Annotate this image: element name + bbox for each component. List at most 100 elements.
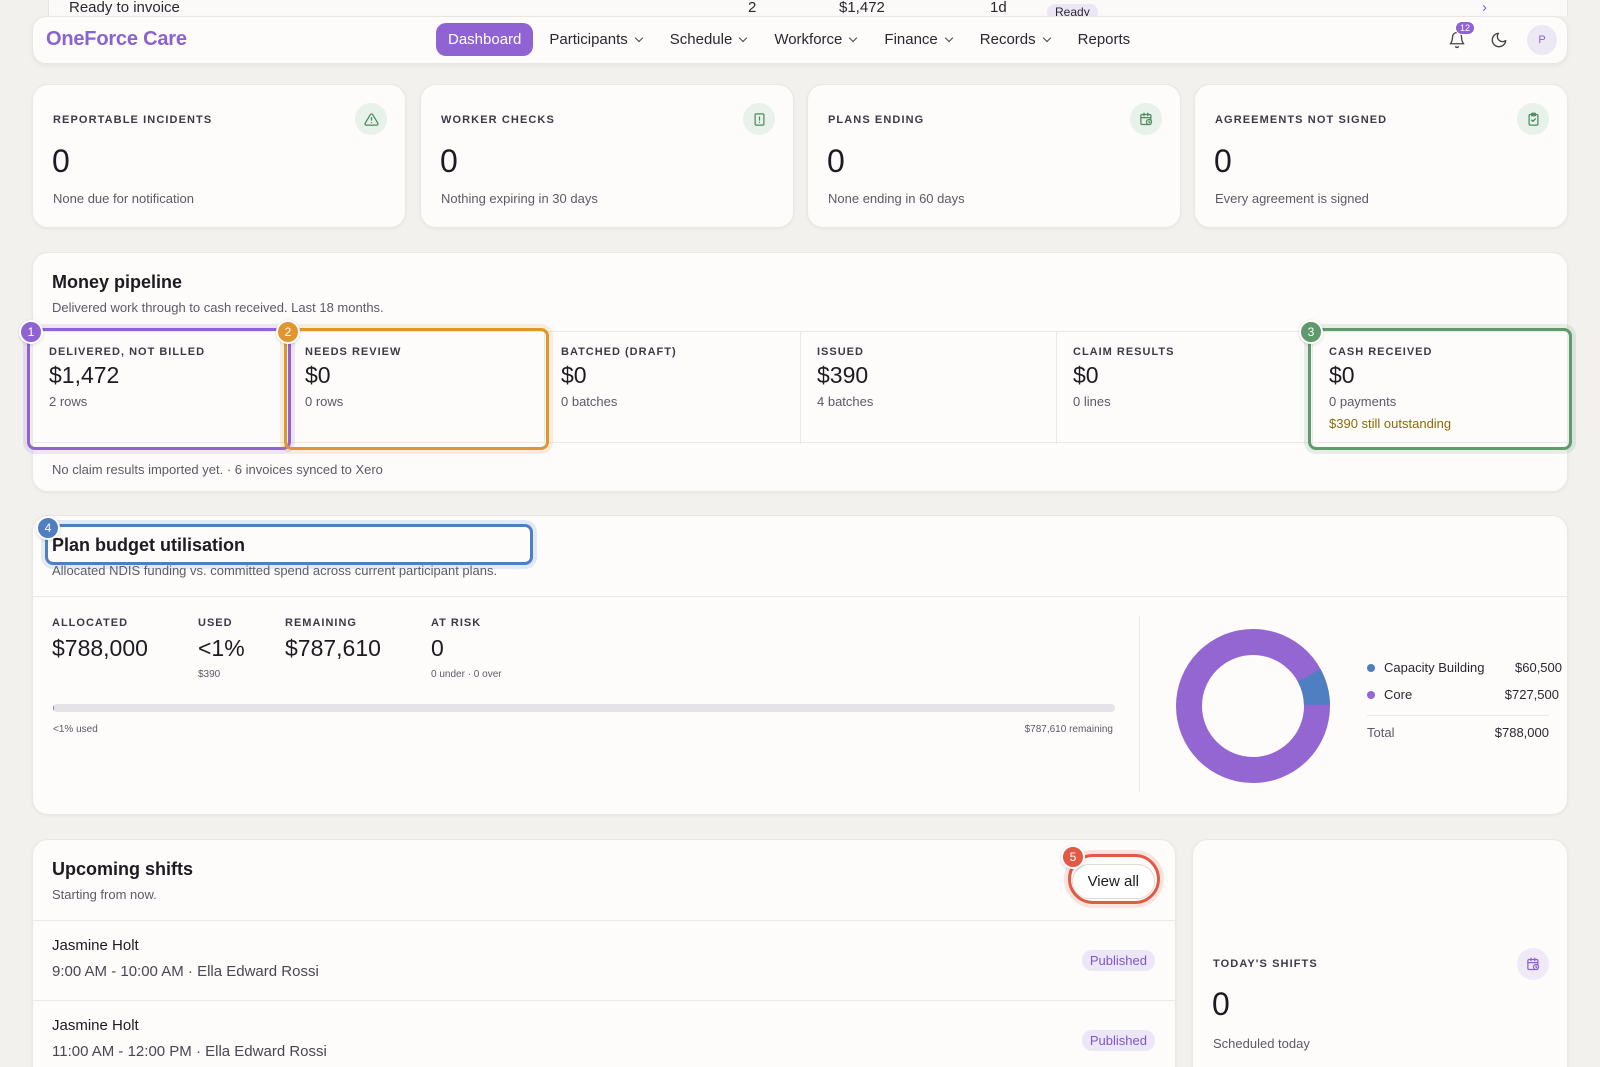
shift-row[interactable]: Jasmine Holt 11:00 AM - 12:00 PM · Ella … bbox=[33, 1000, 1175, 1067]
moon-icon bbox=[1491, 32, 1507, 48]
stat-card-reportable-incidents[interactable]: REPORTABLE INCIDENTS 0 None due for noti… bbox=[32, 84, 406, 228]
stat-subtitle: None ending in 60 days bbox=[828, 191, 965, 206]
nav-actions: 12 P bbox=[1443, 21, 1557, 55]
pipeline-stage-delivered[interactable]: DELIVERED, NOT BILLED $1,472 2 rows bbox=[33, 332, 289, 444]
pipeline-stage-needs-review[interactable]: NEEDS REVIEW $0 0 rows bbox=[289, 332, 545, 444]
budget-progress-fill bbox=[53, 704, 54, 712]
stage-value: $0 bbox=[305, 362, 331, 388]
behind-status-badge: Ready bbox=[1047, 4, 1098, 16]
notifications-button[interactable]: 12 bbox=[1443, 21, 1475, 54]
progress-left-label: <1% used bbox=[53, 724, 98, 735]
legend-value: $727,500 bbox=[1504, 687, 1559, 702]
stage-label: BATCHED (DRAFT) bbox=[561, 346, 677, 358]
stat-label: WORKER CHECKS bbox=[441, 114, 555, 126]
section-title: Upcoming shifts bbox=[52, 859, 194, 879]
shift-row[interactable]: Jasmine Holt 9:00 AM - 10:00 AM · Ella E… bbox=[33, 920, 1175, 1000]
shift-time: 9:00 AM - 10:00 AM · Ella Edward Rossi bbox=[52, 963, 319, 980]
stat-value: 0 bbox=[1214, 143, 1232, 179]
nav-workforce[interactable]: Workforce bbox=[762, 23, 868, 56]
legend-total-value: $788,000 bbox=[1494, 725, 1549, 740]
pipeline-stage-issued[interactable]: ISSUED $390 4 batches bbox=[801, 332, 1057, 444]
section-subtitle: Delivered work through to cash received.… bbox=[52, 300, 384, 315]
calendar-clock-icon bbox=[1130, 103, 1162, 135]
stat-subtitle: Nothing expiring in 30 days bbox=[441, 191, 598, 206]
stage-value: $0 bbox=[561, 362, 587, 388]
chevron-down-icon bbox=[944, 33, 954, 42]
section-title: Plan budget utilisation bbox=[52, 535, 245, 555]
nav-workforce-label: Workforce bbox=[774, 31, 843, 48]
remaining-value: $787,610 bbox=[285, 635, 381, 661]
nav-participants[interactable]: Participants bbox=[537, 23, 653, 56]
pipeline-stage-batched[interactable]: BATCHED (DRAFT) $0 0 batches bbox=[545, 332, 801, 444]
nav-schedule[interactable]: Schedule bbox=[658, 23, 759, 56]
nav-finance[interactable]: Finance bbox=[872, 23, 963, 56]
donut-core-segment bbox=[1176, 629, 1330, 783]
step-badge: 5 bbox=[1061, 845, 1085, 869]
nav-schedule-label: Schedule bbox=[669, 31, 733, 48]
nav-reports[interactable]: Reports bbox=[1066, 23, 1143, 56]
chevron-down-icon bbox=[634, 33, 644, 42]
alert-triangle-icon bbox=[355, 103, 387, 135]
section-title: Money pipeline bbox=[52, 272, 183, 292]
clipboard-check-icon bbox=[1517, 103, 1549, 135]
stage-subtitle: 0 payments bbox=[1329, 394, 1397, 409]
status-badge: Published bbox=[1081, 1030, 1155, 1051]
pipeline-footer: No claim results imported yet. · 6 invoi… bbox=[52, 462, 383, 477]
stage-label: CLAIM RESULTS bbox=[1073, 346, 1175, 358]
behind-age: 1d bbox=[990, 0, 1007, 16]
outstanding-warning: $390 still outstanding bbox=[1329, 416, 1452, 431]
theme-toggle-button[interactable] bbox=[1485, 26, 1513, 54]
stage-value: $0 bbox=[1073, 362, 1099, 388]
stat-card-worker-checks[interactable]: WORKER CHECKS 0 Nothing expiring in 30 d… bbox=[420, 84, 794, 228]
nav-dashboard[interactable]: Dashboard bbox=[436, 23, 534, 56]
behind-count: 2 bbox=[748, 0, 757, 16]
today-shifts-card[interactable]: TODAY'S SHIFTS 0 Scheduled today bbox=[1192, 839, 1568, 1067]
plan-budget-card: Plan budget utilisation Allocated NDIS f… bbox=[32, 515, 1568, 815]
nav-dashboard-label: Dashboard bbox=[448, 31, 522, 48]
main-nav: Dashboard Participants Schedule Workforc… bbox=[436, 23, 1146, 56]
section-subtitle: Starting from now. bbox=[52, 887, 157, 902]
used-label: USED bbox=[198, 617, 233, 629]
stat-subtitle: None due for notification bbox=[53, 191, 194, 206]
stage-subtitle: 0 rows bbox=[305, 394, 344, 409]
divider bbox=[33, 596, 1567, 597]
behind-label: Ready to invoice bbox=[69, 0, 180, 16]
stat-card-agreements-not-signed[interactable]: AGREEMENTS NOT SIGNED 0 Every agreement … bbox=[1194, 84, 1568, 228]
nav-records[interactable]: Records bbox=[968, 23, 1062, 56]
used-amount: $390 bbox=[198, 669, 221, 680]
behind-chevron-icon[interactable]: › bbox=[1482, 0, 1487, 16]
pipeline-stages: DELIVERED, NOT BILLED $1,472 2 rows NEED… bbox=[33, 331, 1569, 444]
pipeline-stage-cash-received[interactable]: CASH RECEIVED $0 0 payments $390 still o… bbox=[1313, 332, 1569, 444]
vertical-divider bbox=[1139, 616, 1140, 792]
pipeline-stage-claim-results[interactable]: CLAIM RESULTS $0 0 lines bbox=[1057, 332, 1313, 444]
step-badge: 1 bbox=[19, 320, 43, 344]
step-badge: 4 bbox=[36, 516, 60, 540]
stat-value: 0 bbox=[52, 143, 70, 179]
upcoming-shifts-card: Upcoming shifts Starting from now. View … bbox=[32, 839, 1176, 1067]
stage-subtitle: 2 rows bbox=[49, 394, 88, 409]
stat-card-plans-ending[interactable]: PLANS ENDING 0 None ending in 60 days bbox=[807, 84, 1181, 228]
legend-dot bbox=[1367, 690, 1375, 699]
stat-value: 0 bbox=[827, 143, 845, 179]
user-avatar[interactable]: P bbox=[1527, 25, 1557, 55]
shift-time: 11:00 AM - 12:00 PM · Ella Edward Rossi bbox=[52, 1043, 327, 1060]
highlight-frame bbox=[27, 328, 291, 450]
nav-participants-label: Participants bbox=[549, 31, 628, 48]
nav-finance-label: Finance bbox=[884, 31, 938, 48]
brand-logo[interactable]: OneForce Care bbox=[46, 28, 187, 50]
stage-label: NEEDS REVIEW bbox=[305, 346, 402, 358]
highlight-frame bbox=[284, 328, 549, 450]
budget-donut-chart bbox=[1176, 629, 1330, 783]
status-badge: Published bbox=[1081, 950, 1155, 971]
legend-label: Capacity Building bbox=[1384, 660, 1485, 675]
allocated-label: ALLOCATED bbox=[52, 617, 129, 629]
legend-total-label: Total bbox=[1367, 725, 1395, 740]
nav-records-label: Records bbox=[979, 31, 1036, 48]
calendar-clock-icon bbox=[1517, 948, 1549, 980]
stage-subtitle: 0 batches bbox=[561, 394, 618, 409]
stage-label: DELIVERED, NOT BILLED bbox=[49, 346, 206, 358]
highlight-frame bbox=[45, 524, 533, 565]
stat-label: REPORTABLE INCIDENTS bbox=[53, 114, 213, 126]
stage-subtitle: 0 lines bbox=[1073, 394, 1111, 409]
stage-label: CASH RECEIVED bbox=[1329, 346, 1433, 358]
